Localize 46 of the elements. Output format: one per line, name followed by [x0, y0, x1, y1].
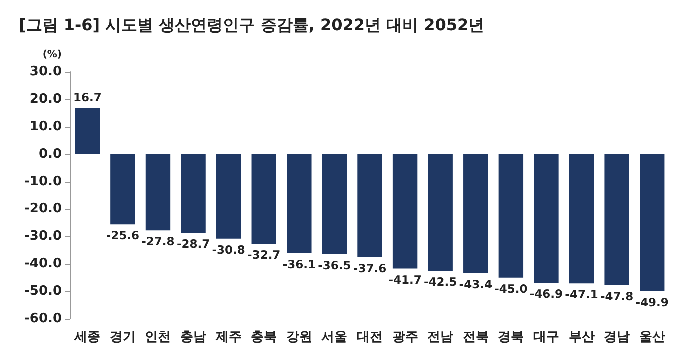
y-axis-title: (%)	[42, 50, 62, 60]
data-label: 16.7	[73, 90, 102, 104]
data-label: -25.6	[106, 228, 140, 243]
x-tick-label: 대전	[357, 330, 383, 345]
chart-title: [그림 1-6] 시도별 생산연령인구 증감률, 2022년 대비 2052년	[19, 16, 485, 34]
x-tick-label: 경북	[498, 330, 524, 345]
data-label: -43.4	[459, 277, 492, 292]
data-label: -42.5	[424, 274, 458, 289]
x-tick-label: 부산	[568, 330, 595, 345]
y-tick-label: -10.0	[24, 174, 62, 190]
data-label: -47.1	[565, 288, 598, 302]
y-tick-label: 20.0	[30, 92, 62, 107]
data-label: -36.5	[318, 258, 352, 273]
y-tick-label: -60.0	[24, 312, 62, 326]
data-label: -45.0	[494, 282, 528, 296]
data-label: -32.7	[248, 248, 281, 262]
x-tick-label: 강원	[286, 330, 312, 345]
x-tick-label: 경기	[110, 330, 136, 345]
data-label: -27.8	[142, 234, 175, 249]
x-tick-label: 충북	[251, 330, 278, 345]
y-tick-label: -40.0	[24, 256, 62, 272]
y-tick-label: -30.0	[24, 229, 62, 244]
y-tick-label: 0.0	[38, 146, 62, 162]
x-tick-label: 세종	[74, 330, 101, 345]
x-tick-label: 경남	[604, 330, 630, 345]
data-label: -37.6	[353, 262, 387, 276]
data-label: -46.9	[530, 287, 564, 302]
x-tick-label: 대구	[533, 330, 560, 345]
y-tick-label: 10.0	[30, 119, 62, 134]
x-tick-label: 제주	[214, 330, 242, 345]
data-label: -36.1	[282, 257, 316, 272]
x-tick-label: 전남	[428, 330, 454, 345]
data-label: -30.8	[212, 242, 246, 257]
y-tick-label: -20.0	[24, 202, 62, 217]
x-tick-label: 서울	[322, 330, 348, 345]
x-tick-label: 인천	[145, 330, 172, 345]
data-label: -41.7	[388, 272, 422, 287]
x-tick-label: 전북	[462, 330, 489, 345]
data-label: -28.7	[176, 237, 210, 252]
data-label: -49.9	[636, 295, 669, 310]
data-label: -47.8	[600, 290, 634, 304]
x-tick-label: 광주	[392, 330, 418, 345]
x-tick-label: 충남	[180, 330, 207, 345]
y-tick-label: 30.0	[30, 64, 62, 80]
x-tick-label: 울산	[639, 330, 666, 345]
y-tick-label: -50.0	[24, 284, 62, 300]
